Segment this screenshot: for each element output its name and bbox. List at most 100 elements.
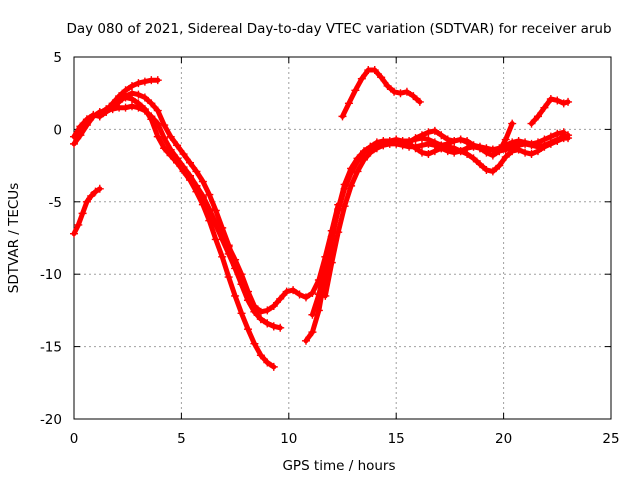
data-point (173, 158, 182, 167)
data-point (276, 323, 285, 332)
data-point (95, 184, 104, 193)
plot-frame (73, 56, 612, 420)
data-point (338, 112, 347, 121)
data-point (475, 160, 484, 169)
data-point (327, 258, 336, 267)
data-point (357, 74, 366, 83)
data-point (353, 167, 362, 176)
data-point (527, 150, 536, 159)
data-point (224, 242, 233, 251)
data-point (140, 77, 149, 86)
x-tick-label: 15 (388, 431, 405, 447)
data-point (456, 147, 465, 156)
data-point (140, 106, 149, 115)
axis-ticks: 0 5 10 15 20 25 -20 -15 -10 -5 0 5 (40, 50, 620, 447)
data-point (415, 97, 424, 106)
data-point (185, 173, 194, 182)
data-point (82, 197, 91, 206)
data-point (160, 134, 169, 143)
data-point (514, 136, 523, 145)
data-point (501, 135, 510, 144)
data-point (424, 150, 433, 159)
x-axis-label: GPS time / hours (282, 458, 395, 474)
data-point (231, 291, 240, 300)
data-point (289, 286, 298, 295)
data-point (366, 148, 375, 157)
data-point (488, 151, 497, 160)
data-point (347, 168, 356, 177)
y-axis-label: SDTVAR / TECUs (6, 183, 22, 293)
data-point (82, 116, 91, 125)
data-point (390, 87, 399, 96)
data-point (475, 144, 484, 153)
data-point (87, 192, 96, 201)
data-point (347, 181, 356, 190)
data-point (351, 86, 360, 95)
data-point (327, 232, 336, 241)
data-point (508, 138, 517, 147)
data-point (469, 154, 478, 163)
data-point (559, 128, 568, 137)
data-point (173, 141, 182, 150)
y-tick-label: -20 (40, 412, 62, 428)
data-point (263, 319, 272, 328)
data-point (256, 315, 265, 324)
data-point (127, 89, 136, 98)
series-arc-11 (405, 119, 517, 160)
data-point (211, 219, 220, 228)
chart-title: Day 080 of 2021, Sidereal Day-to-day VTE… (66, 21, 611, 37)
series-arc-12 (527, 94, 573, 128)
data-point (243, 287, 252, 296)
data-point (192, 167, 201, 176)
data-point (76, 122, 85, 131)
data-point (411, 142, 420, 151)
data-point (140, 93, 149, 102)
data-point (121, 86, 130, 95)
data-point (256, 307, 265, 316)
data-point (409, 92, 418, 101)
data-point (533, 138, 542, 147)
x-tick-label: 25 (602, 431, 619, 447)
data-point (127, 81, 136, 90)
data-point (344, 99, 353, 108)
y-tick-label: 5 (53, 50, 62, 66)
y-tick-label: -10 (40, 267, 62, 283)
data-point (533, 112, 542, 121)
data-point (134, 79, 143, 88)
x-tick-label: 0 (70, 431, 79, 447)
series-arc-1 (70, 184, 104, 238)
data-point (463, 136, 472, 145)
data-point (482, 148, 491, 157)
data-point (308, 328, 317, 337)
series-line (161, 145, 341, 315)
data-point (443, 147, 452, 156)
data-point (402, 87, 411, 96)
data-point (166, 151, 175, 160)
data-point (192, 181, 201, 190)
data-point (482, 165, 491, 174)
y-tick-label: -15 (40, 340, 62, 356)
data-point (437, 131, 446, 140)
data-point (370, 66, 379, 75)
data-point (527, 119, 536, 128)
data-point (134, 103, 143, 112)
data-point (396, 89, 405, 98)
data-point (153, 106, 162, 115)
data-point (308, 289, 317, 298)
y-tick-label: -5 (49, 195, 62, 211)
data-point (340, 202, 349, 211)
data-point (153, 76, 162, 85)
data-point (469, 141, 478, 150)
data-point (553, 129, 562, 138)
data-point (377, 73, 386, 82)
data-point (553, 96, 562, 105)
series-arc-9 (321, 128, 568, 300)
data-point (243, 325, 252, 334)
data-point (153, 119, 162, 128)
data-point (179, 165, 188, 174)
data-point (205, 190, 214, 199)
x-tick-label: 20 (495, 431, 512, 447)
data-point (179, 150, 188, 159)
data-point (282, 287, 291, 296)
